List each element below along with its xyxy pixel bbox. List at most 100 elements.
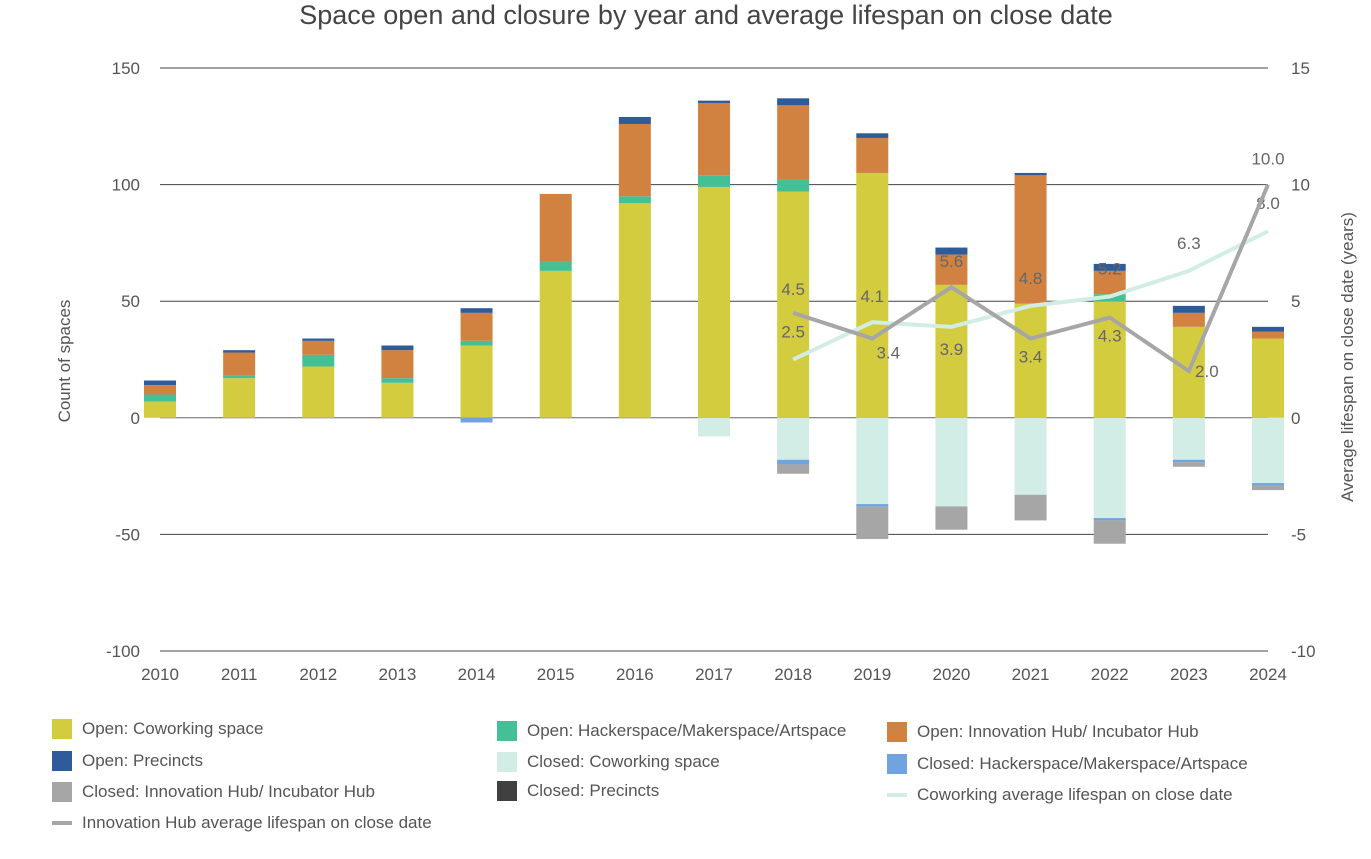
bar-segment — [856, 504, 889, 507]
legend-label: Open: Precincts — [82, 751, 203, 770]
x-tick-label: 2023 — [1170, 665, 1208, 684]
bar-segment — [302, 340, 335, 355]
bar-segment — [618, 116, 651, 124]
x-tick-label: 2010 — [141, 665, 179, 684]
legend-label: Open: Coworking space — [82, 719, 264, 738]
x-tick-label: 2019 — [853, 665, 891, 684]
y2-tick-label: -10 — [1291, 642, 1316, 661]
bar-segment — [1093, 263, 1126, 271]
bar-segment — [777, 459, 810, 465]
x-tick-label: 2018 — [774, 665, 812, 684]
legend-swatch — [887, 722, 907, 742]
x-tick-label: 2016 — [616, 665, 654, 684]
bar-segment — [935, 506, 968, 530]
y-tick-label: -50 — [115, 525, 140, 544]
bar-segment — [1093, 520, 1126, 544]
y2-tick-label: -5 — [1291, 525, 1306, 544]
bar-segment — [856, 133, 889, 138]
legend-swatch — [52, 751, 72, 771]
legend-item: Closed: Coworking space — [497, 752, 720, 772]
bar-segment — [935, 254, 968, 285]
x-tick-label: 2017 — [695, 665, 733, 684]
bar-segment — [777, 105, 810, 180]
bar-segment — [856, 417, 889, 505]
legend-swatch — [497, 781, 517, 801]
bar-segment — [539, 193, 572, 262]
legend-label: Open: Innovation Hub/ Incubator Hub — [917, 722, 1199, 741]
data-label: 4.3 — [1098, 327, 1122, 346]
y-tick-label: -100 — [106, 642, 140, 661]
bar-segment — [1172, 417, 1205, 460]
legend-item: Open: Precincts — [52, 751, 203, 771]
data-label: 4.5 — [781, 280, 805, 299]
bar-segment — [223, 352, 256, 376]
legend-label: Innovation Hub average lifespan on close… — [82, 813, 432, 832]
y-axis-ticks: 150 100 50 0 -50 -100 — [106, 59, 140, 661]
bar-segment — [302, 366, 335, 418]
legend-item: Open: Hackerspace/Makerspace/Artspace — [497, 721, 846, 741]
x-tick-label: 2012 — [299, 665, 337, 684]
x-tick-label: 2015 — [537, 665, 575, 684]
legend-swatch — [497, 752, 517, 772]
bar-segment — [1014, 175, 1047, 304]
data-label: 2.0 — [1195, 362, 1219, 381]
legend-label: Closed: Hackerspace/Makerspace/Artspace — [917, 754, 1248, 773]
bar-segment — [618, 203, 651, 418]
bar-segment — [935, 247, 968, 255]
bar-segment — [460, 345, 493, 418]
bar-segment — [1252, 338, 1284, 418]
legend-label: Closed: Precincts — [527, 781, 660, 800]
y-axis-label: Count of spaces — [55, 300, 74, 423]
bar-segment — [1014, 417, 1047, 495]
bar-segment — [1014, 494, 1047, 521]
x-tick-label: 2014 — [458, 665, 496, 684]
legend-label: Closed: Coworking space — [527, 752, 720, 771]
legend-item: Innovation Hub average lifespan on close… — [52, 813, 432, 833]
data-label: 4.8 — [1019, 269, 1043, 288]
legend-item: Closed: Precincts — [497, 781, 659, 801]
data-label: 4.1 — [860, 287, 884, 306]
bar-segment — [698, 100, 730, 103]
bar-segment — [381, 378, 414, 383]
bar-segment — [460, 312, 493, 341]
data-label: 3.4 — [1019, 348, 1043, 367]
bar-segment — [302, 354, 335, 367]
y2-axis-label: Average lifespan on close date (years) — [1338, 212, 1357, 502]
y2-tick-label: 5 — [1291, 292, 1300, 311]
x-tick-label: 2021 — [1012, 665, 1050, 684]
bar-segment — [381, 350, 414, 379]
bar-segment — [698, 417, 730, 437]
bar-segment — [777, 417, 810, 460]
bar-segment — [1252, 483, 1284, 486]
bar-segment — [144, 401, 176, 418]
bars — [144, 98, 1284, 544]
bar-segment — [1014, 303, 1047, 418]
lines: 2.54.13.94.8 5.26.38.04.53.45.63.44.32.01… — [781, 150, 1284, 382]
bar-segment — [856, 137, 889, 173]
legend-label: Coworking average lifespan on close date — [917, 785, 1233, 804]
bar-segment — [460, 308, 493, 313]
bar-segment — [223, 375, 256, 379]
x-tick-label: 2013 — [379, 665, 417, 684]
bar-segment — [618, 123, 651, 197]
bar-segment — [856, 172, 889, 418]
bar-segment — [1172, 312, 1205, 327]
bar-segment — [144, 380, 176, 386]
bar-segment — [777, 191, 810, 418]
legend-item: Closed: Innovation Hub/ Incubator Hub — [52, 782, 375, 802]
bar-segment — [144, 385, 176, 395]
bar-segment — [539, 270, 572, 418]
data-label: 2.5 — [781, 323, 805, 342]
y2-tick-label: 0 — [1291, 409, 1300, 428]
legend-item: Closed: Hackerspace/Makerspace/Artspace — [887, 754, 1248, 774]
legend-swatch — [497, 721, 517, 741]
bar-segment — [618, 196, 651, 204]
bar-segment — [302, 338, 335, 341]
x-tick-label: 2022 — [1091, 665, 1129, 684]
bar-segment — [1252, 485, 1284, 491]
x-tick-label: 2024 — [1249, 665, 1287, 684]
y-tick-label: 0 — [131, 409, 140, 428]
legend-label: Open: Hackerspace/Makerspace/Artspace — [527, 721, 847, 740]
bar-segment — [698, 102, 730, 176]
